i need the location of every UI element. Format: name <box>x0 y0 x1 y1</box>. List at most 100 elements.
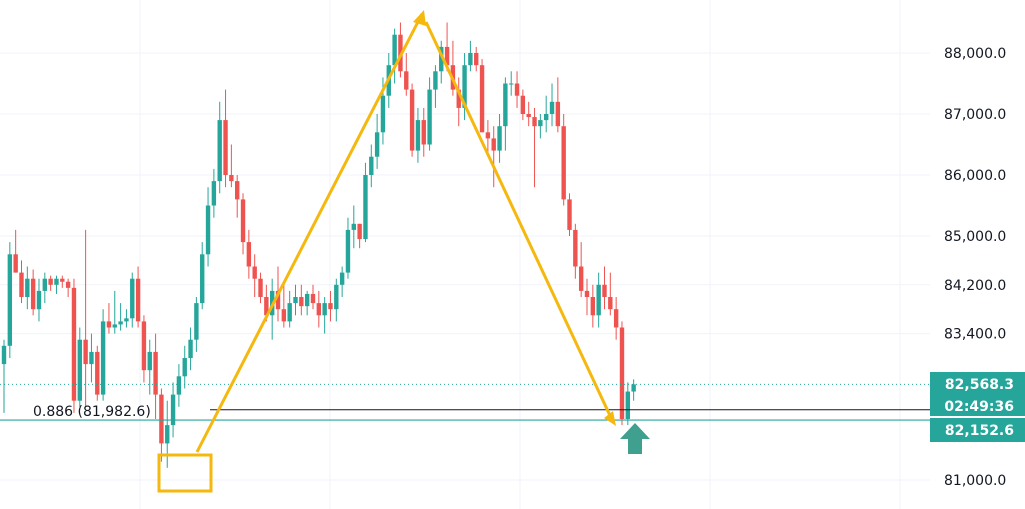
candle-body <box>322 303 327 316</box>
candle-body <box>65 281 71 288</box>
candle-body <box>380 95 386 133</box>
candle-body <box>491 138 496 151</box>
candle-body <box>543 114 549 121</box>
candle-body <box>351 223 356 230</box>
candle-body <box>60 278 65 282</box>
current-price-text: 82,568.3 <box>945 377 1014 393</box>
swing-up-arrowhead <box>413 10 426 26</box>
candle-body <box>369 156 374 175</box>
candle-body <box>421 120 426 145</box>
candle-body <box>7 254 13 346</box>
fib-level-label: 0.886 (81,982.6) <box>33 404 151 420</box>
candle-body <box>304 293 310 307</box>
candle-body <box>427 89 432 145</box>
annotations[interactable] <box>157 10 650 493</box>
countdown-tag <box>930 396 1025 416</box>
candle-body <box>631 384 636 392</box>
candle-body <box>619 327 625 419</box>
candle-body <box>36 290 42 310</box>
candle-body <box>625 391 631 419</box>
swing-down-line[interactable] <box>424 21 615 423</box>
candle-body <box>240 199 246 243</box>
candle-body <box>479 65 485 133</box>
candle-body <box>153 351 158 395</box>
candle-body <box>538 120 543 127</box>
candle-body <box>71 287 77 401</box>
price-tick-label: 85,000.0 <box>944 229 1006 245</box>
candle-body <box>374 132 380 157</box>
candle-body <box>345 229 351 273</box>
candle-body <box>176 376 182 395</box>
candle-body <box>444 46 450 66</box>
candle-body <box>392 34 397 66</box>
price-axis[interactable]: 89,000.0 88,000.0 87,000.0 86,000.0 85,000.0… <box>944 0 1006 489</box>
candle-body <box>235 181 240 200</box>
candle-body <box>188 339 193 358</box>
candle-body <box>509 83 514 85</box>
candle-body <box>30 278 36 310</box>
price-tick-label: 83,400.0 <box>944 327 1006 343</box>
candle-body <box>25 278 30 297</box>
candle-body <box>567 199 572 230</box>
candle-body <box>357 223 362 240</box>
grid-lines <box>0 0 930 509</box>
candle-body <box>258 278 263 297</box>
candle-body <box>205 205 211 255</box>
price-tick-label: 89,000.0 <box>944 0 1006 1</box>
candle-body <box>135 278 141 322</box>
price-tick-label: 86,000.0 <box>944 168 1006 184</box>
swing-up-line[interactable] <box>195 13 424 453</box>
candle-body <box>602 284 607 297</box>
candle-body <box>316 303 322 316</box>
candle-body <box>334 284 339 310</box>
price-tags: 82,568.3 02:49:36 82,152.6 <box>930 372 1025 442</box>
candle-body <box>363 175 368 240</box>
level-price-tag <box>930 418 1025 442</box>
candle-body <box>275 290 281 310</box>
candle-body <box>211 181 217 206</box>
candle-body <box>217 120 222 182</box>
swing-down-arrowhead <box>604 411 616 426</box>
candle-body <box>590 297 596 316</box>
candle-body <box>462 65 467 108</box>
candle-body <box>328 303 333 310</box>
candle-body <box>112 324 117 328</box>
candle-body <box>77 339 82 401</box>
countdown-text: 02:49:36 <box>944 399 1014 415</box>
candle-body <box>1 345 7 365</box>
candle-body <box>526 114 531 118</box>
level-price-text: 82,152.6 <box>945 423 1014 439</box>
candle-body <box>95 351 100 395</box>
candle-body <box>147 351 152 371</box>
candle-body <box>433 71 438 90</box>
candle-body <box>310 293 316 304</box>
candle-body <box>299 297 304 307</box>
low-highlight-box[interactable] <box>157 453 213 493</box>
candle-body <box>596 284 601 316</box>
candle-body <box>293 297 298 304</box>
candle-body <box>409 89 415 151</box>
candle-body <box>13 254 18 273</box>
up-arrow-icon <box>620 423 650 454</box>
candle-body <box>165 425 170 444</box>
price-tick-label: 81,000.0 <box>944 473 1006 489</box>
candle-body <box>520 95 526 114</box>
candle-body <box>182 358 187 377</box>
candle-body <box>246 242 252 267</box>
candle-body <box>578 266 584 291</box>
candle-body <box>532 117 537 127</box>
candle-body <box>252 266 257 279</box>
candle-body <box>200 254 205 304</box>
price-tick-label: 87,000.0 <box>944 107 1006 123</box>
candle-body <box>339 272 345 285</box>
candle-body <box>561 126 566 200</box>
candle-body <box>608 297 613 310</box>
candle-body <box>613 309 619 328</box>
candle-body <box>584 290 590 297</box>
candle-body <box>264 297 269 316</box>
candle-body <box>287 303 292 322</box>
candle-body <box>89 351 94 365</box>
candle-body <box>141 321 147 371</box>
candle-body <box>223 120 228 175</box>
candle-body <box>118 321 123 325</box>
